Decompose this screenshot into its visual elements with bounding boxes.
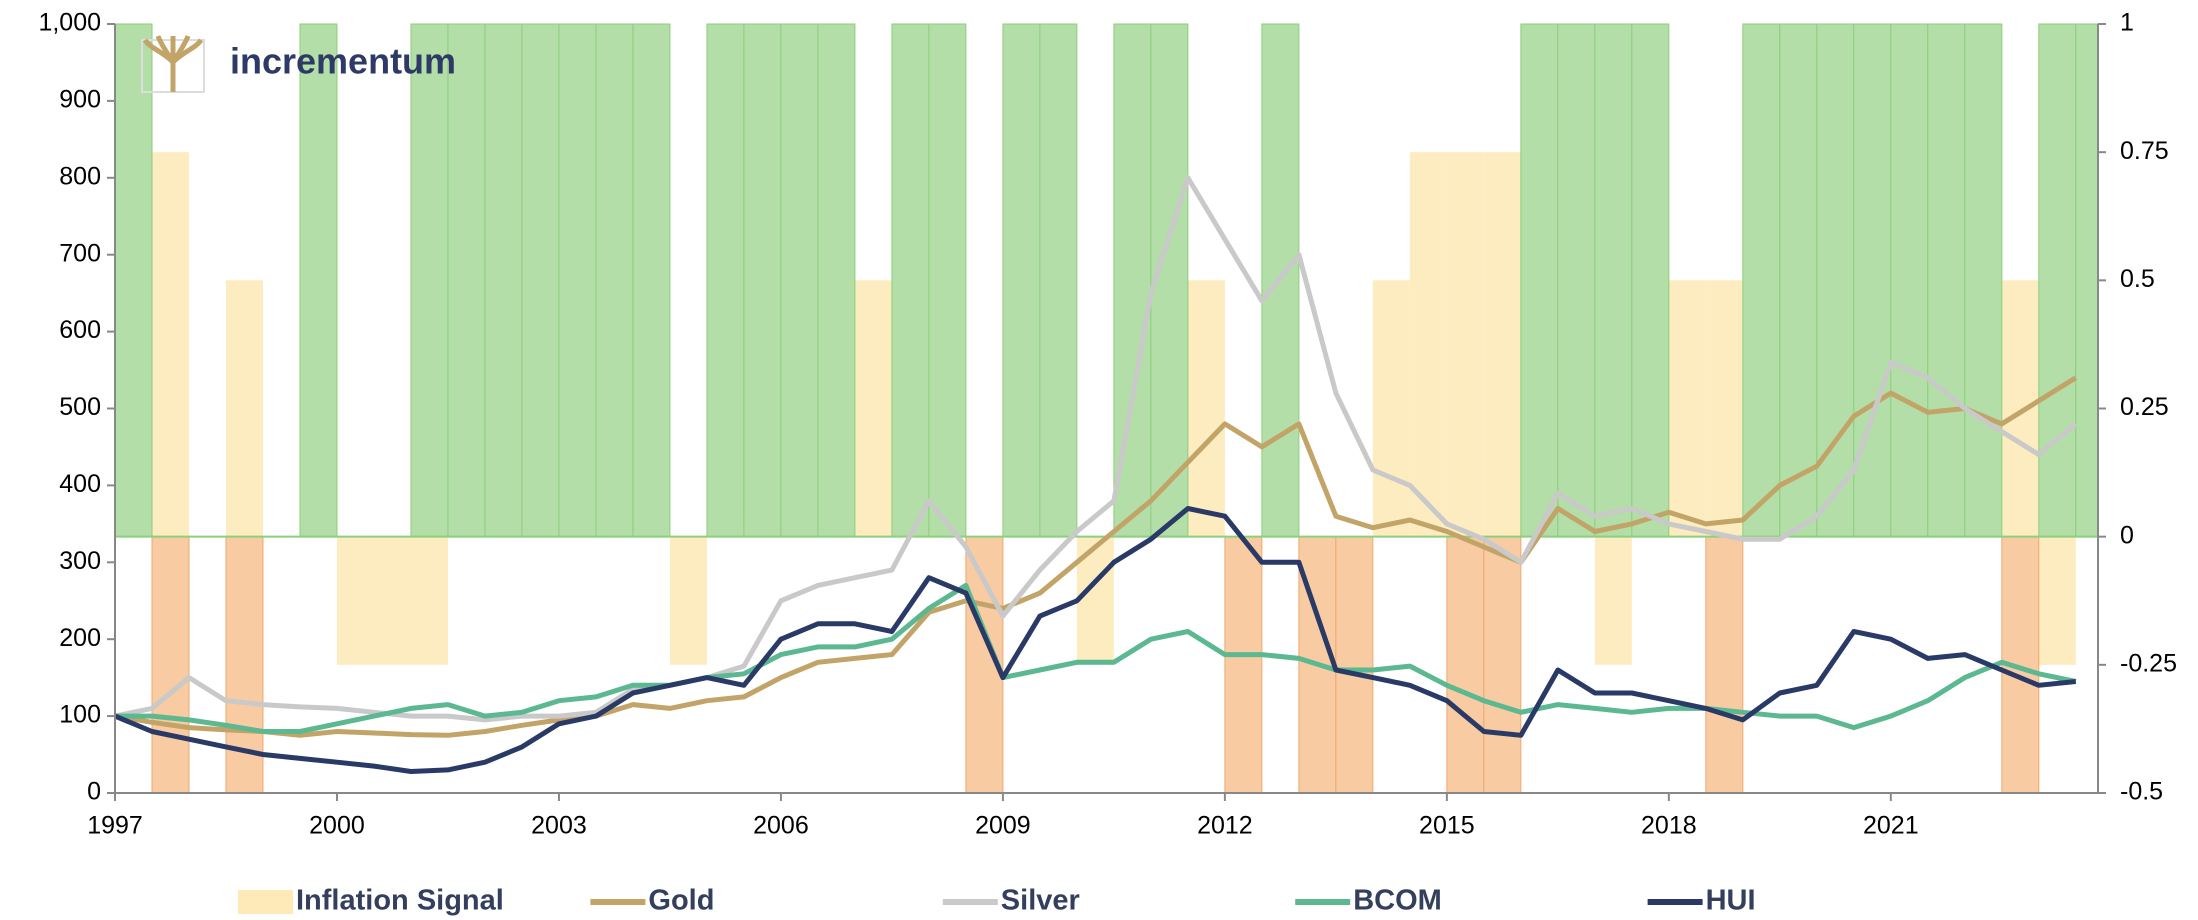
signal-bar: [1446, 152, 1484, 537]
signal-bar: [410, 23, 449, 538]
y2-tick-label: 0.25: [2120, 393, 2169, 421]
signal-bar: [373, 536, 411, 665]
signal-bar: [1446, 536, 1485, 794]
signal-bar: [410, 536, 448, 665]
signal-bar: [891, 23, 930, 538]
signal-bar: [1002, 23, 1041, 538]
y-tick-label: 200: [59, 624, 101, 652]
legend-label: Inflation Signal: [296, 885, 504, 917]
signal-bar: [1705, 280, 1743, 537]
signal-bar: [743, 23, 782, 538]
signal-bar: [558, 23, 597, 538]
x-tick-label: 2012: [1197, 812, 1253, 840]
signal-bar: [1039, 23, 1078, 538]
signal-bar: [2075, 23, 2099, 538]
signal-bar: [854, 280, 892, 537]
logo: incrementum: [141, 35, 456, 93]
signal-bar: [447, 23, 486, 538]
x-tick-label: 2006: [753, 812, 809, 840]
signal-bar: [114, 23, 153, 538]
y2-tick-label: -0.25: [2120, 649, 2177, 677]
signal-bar: [151, 152, 189, 537]
y2-tick-label: 1: [2120, 9, 2134, 37]
signal-bar: [1372, 280, 1410, 537]
signal-bar: [669, 536, 707, 665]
y-tick-label: 0: [87, 778, 101, 806]
y2-tick-label: 0: [2120, 521, 2134, 549]
signal-bar: [595, 23, 634, 538]
logo-icon: [142, 35, 204, 92]
y2-tick-label: -0.5: [2120, 778, 2163, 806]
x-tick-label: 2009: [975, 812, 1031, 840]
y-tick-label: 700: [59, 239, 101, 267]
signal-bar: [1816, 23, 1855, 538]
legend-label: Silver: [1001, 885, 1080, 917]
legend-label: Gold: [648, 885, 714, 917]
signal-bar: [2038, 536, 2076, 665]
signal-bar: [1224, 536, 1263, 794]
signal-bar: [1705, 536, 1744, 794]
y-tick-label: 300: [59, 547, 101, 575]
signal-bar: [1557, 23, 1596, 538]
x-tick-label: 1997: [87, 812, 143, 840]
signal-bar: [484, 23, 523, 538]
bar-layer: [114, 23, 2099, 794]
series-line: [114, 506, 2077, 774]
signal-bar: [2038, 23, 2077, 538]
signal-bar: [1483, 536, 1522, 794]
y-tick-label: 800: [59, 162, 101, 190]
signal-bar: [706, 23, 745, 538]
x-tick-label: 2000: [309, 812, 365, 840]
signal-bar: [521, 23, 560, 538]
y2-tick-label: 0.5: [2120, 265, 2155, 293]
x-tick-label: 2018: [1641, 812, 1697, 840]
logo-text: incrementum: [230, 41, 456, 82]
signal-bar: [1927, 23, 1966, 538]
y-tick-label: 600: [59, 316, 101, 344]
axis-layer: 0 100 200 300 400 500 600 700 800 900 1,000 -0.5 -0.…: [38, 9, 2177, 840]
legend-label: HUI: [1706, 885, 1756, 917]
signal-bar: [1742, 23, 1781, 538]
signal-bar: [1520, 23, 1559, 538]
signal-bar: [1779, 23, 1818, 538]
y-tick-label: 500: [59, 393, 101, 421]
signal-bar: [1483, 152, 1521, 537]
signal-bar: [151, 536, 190, 794]
signal-bar: [1631, 23, 1670, 538]
signal-bar: [1335, 536, 1374, 794]
signal-bar: [1187, 280, 1225, 537]
signal-bar: [1409, 152, 1447, 537]
x-tick-label: 2003: [531, 812, 587, 840]
signal-bar: [632, 23, 671, 538]
signal-bar: [336, 536, 374, 665]
legend-label: BCOM: [1353, 885, 1442, 917]
y-tick-label: 400: [59, 470, 101, 498]
y2-tick-label: 0.75: [2120, 137, 2169, 165]
signal-bar: [2001, 280, 2039, 537]
line-layer: [114, 175, 2078, 774]
series-line: [114, 175, 2078, 723]
signal-bar: [1594, 23, 1633, 538]
series-line: [114, 375, 2078, 738]
signal-bar: [1890, 23, 1929, 538]
signal-bar: [299, 23, 338, 538]
legend: Inflation Signal Gold Silver BCOM HUI: [238, 885, 1756, 917]
signal-bar: [1594, 536, 1632, 665]
y-tick-label: 900: [59, 86, 101, 114]
x-tick-label: 2021: [1863, 812, 1919, 840]
signal-bar: [817, 23, 856, 538]
legend-swatch: [238, 890, 293, 914]
signal-bar: [928, 23, 967, 538]
y-tick-label: 1,000: [38, 9, 101, 37]
y-tick-label: 100: [59, 701, 101, 729]
signal-bar: [1668, 280, 1706, 537]
x-tick-label: 2015: [1419, 812, 1475, 840]
signal-bar: [780, 23, 819, 538]
signal-bar: [225, 280, 263, 537]
signal-bar: [1964, 23, 2003, 538]
